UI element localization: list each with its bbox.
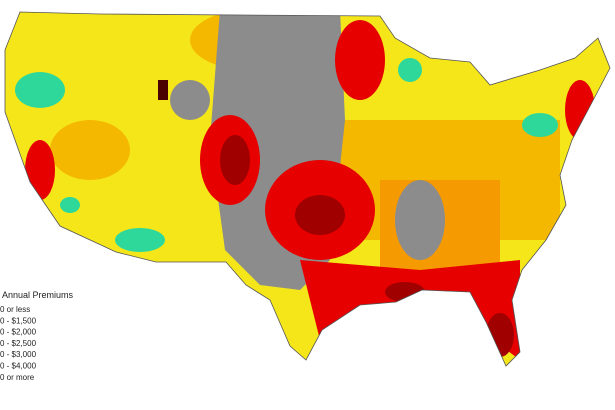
legend: 0 or less 0 - $1,500 0 - $2,000 0 - $2,500 0… <box>0 305 37 382</box>
legend-item: 0 - $4,000 <box>0 362 37 371</box>
legend-item: 0 - $2,500 <box>0 339 37 348</box>
legend-item: 0 or more <box>0 373 35 382</box>
legend-item: 0 or less <box>0 305 30 314</box>
us-outline <box>4 11 611 367</box>
legend-title: Annual Premiums <box>2 290 74 300</box>
legend-item: 0 - $1,500 <box>0 316 37 325</box>
legend-item: 0 - $2,000 <box>0 328 37 337</box>
legend-item: 0 - $3,000 <box>0 350 37 359</box>
